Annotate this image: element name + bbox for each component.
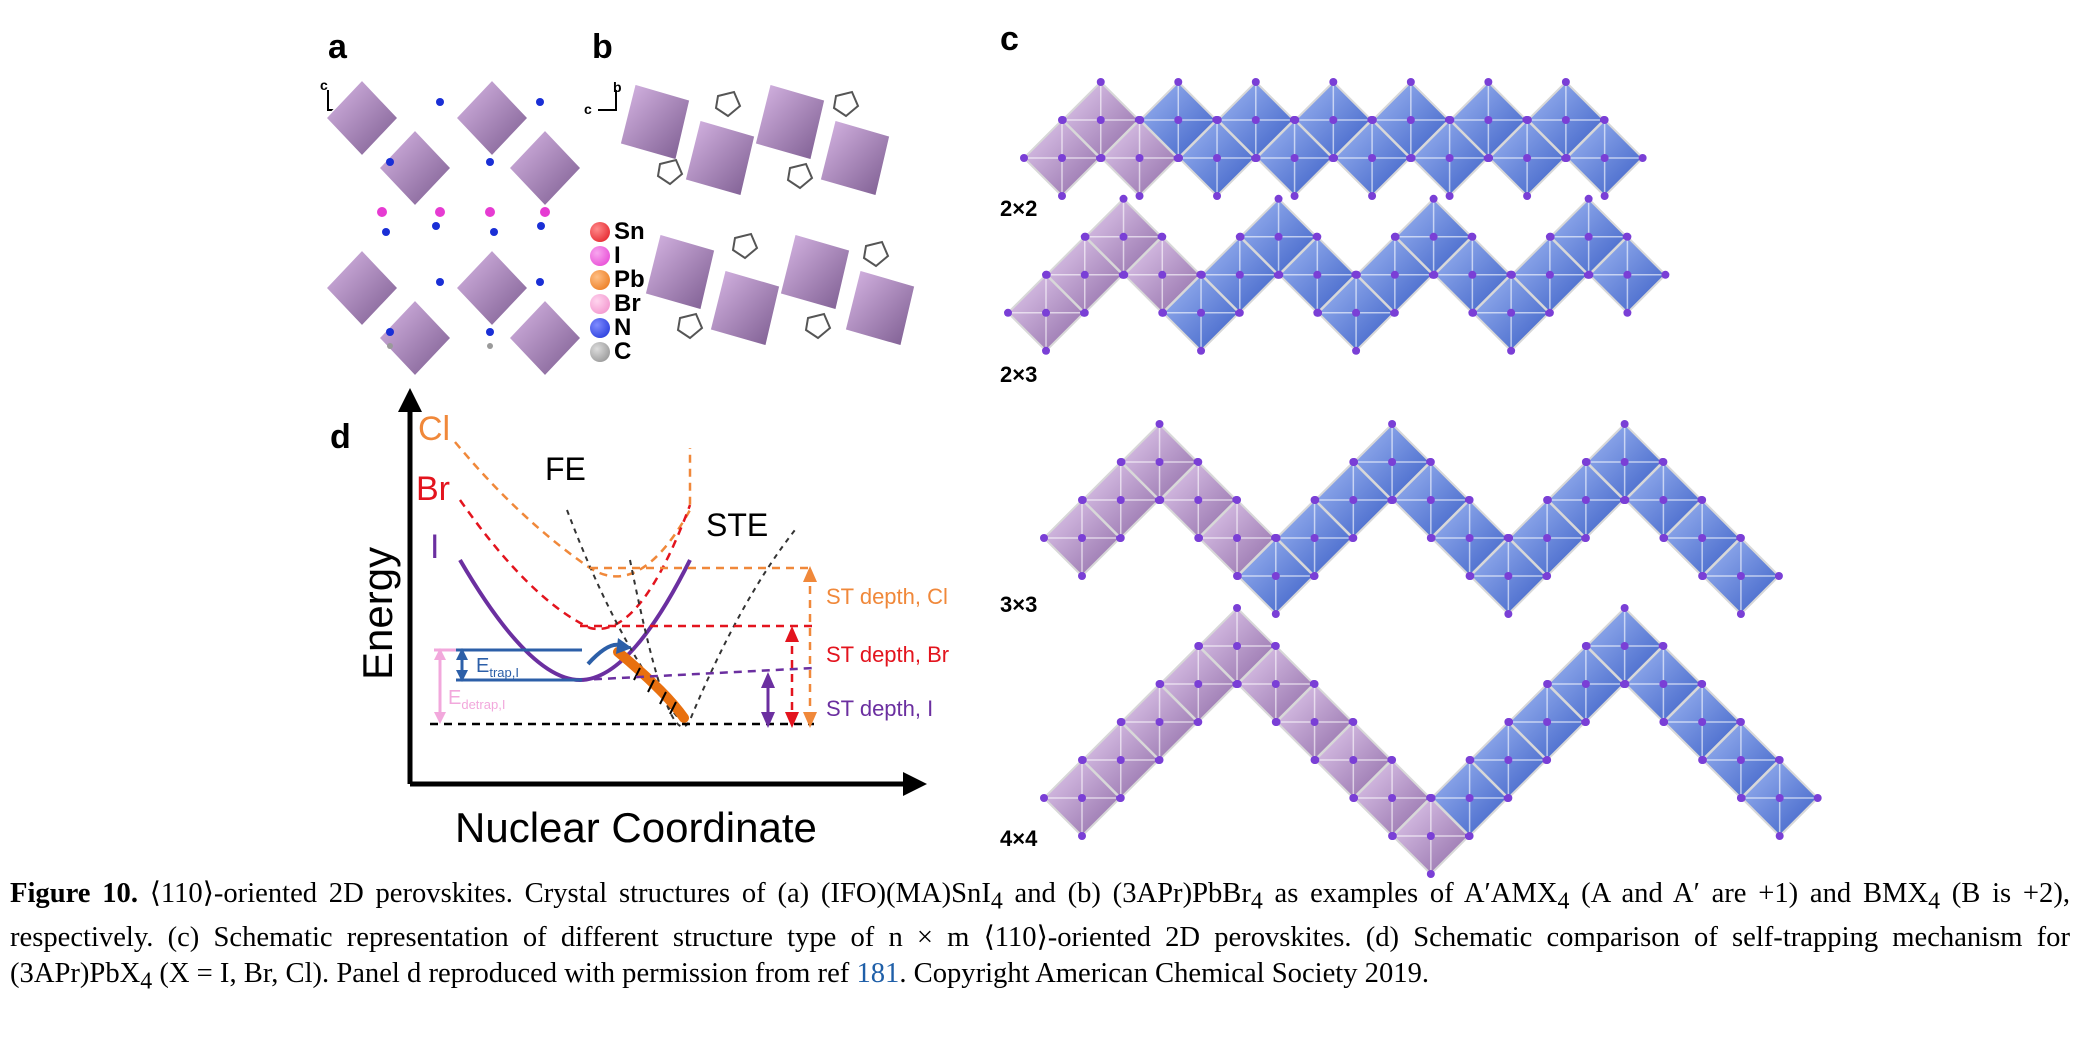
- energy-axes: [407, 410, 905, 787]
- legend-dot-pb: [590, 270, 610, 290]
- panel-a-octahedra: [324, 78, 583, 378]
- subscript: 4: [990, 888, 1003, 915]
- reference-link[interactable]: 181: [856, 957, 900, 989]
- depth-label-cl: ST depth, Cl: [826, 584, 948, 609]
- legend-label: Pb: [614, 266, 645, 293]
- caption-text: ⟨110⟩-oriented 2D perovskites. Crystal s…: [149, 878, 991, 909]
- depth-arrow-br: [785, 626, 799, 728]
- legend-label: I: [614, 242, 621, 269]
- ste-curve: [629, 529, 796, 728]
- panel-label-d: d: [330, 418, 351, 456]
- ste-label: STE: [706, 507, 768, 543]
- octahedron: [1562, 116, 1647, 200]
- br-curve: [458, 499, 692, 631]
- depth-arrow-i: [761, 672, 775, 728]
- fe-curve: [566, 509, 681, 721]
- element-legend: Sn I Pb Br N C: [590, 218, 645, 365]
- panel-label-c: c: [1000, 20, 1019, 58]
- legend-label: Br: [614, 290, 641, 317]
- caption-text: (B is +2), respectively. (c) Schematic r…: [10, 878, 2071, 989]
- legend-dot-sn: [590, 222, 610, 242]
- legend-label: C: [614, 338, 632, 365]
- legend-label: Sn: [614, 218, 645, 245]
- fe-label: FE: [545, 451, 586, 487]
- trapping-ticks: [633, 667, 677, 715]
- depth-label-i: ST depth, I: [826, 696, 933, 721]
- legend-dot-n: [590, 318, 610, 338]
- legend-item: N: [590, 314, 645, 341]
- y-axis-label: Energy: [354, 547, 401, 680]
- caption-text: as examples of A′AMX: [1262, 878, 1558, 909]
- legend-dot-i: [590, 246, 610, 266]
- octahedron: [1698, 534, 1783, 618]
- subscript: 4: [1557, 888, 1570, 915]
- panel-label-a: a: [328, 28, 347, 66]
- size-label-2x2: 2×2: [1000, 196, 1038, 221]
- legend-item: I: [590, 242, 645, 269]
- figure-caption: Figure 10. ⟨110⟩-oriented 2D perovskites…: [10, 876, 2070, 999]
- axes-b: [598, 90, 617, 111]
- edetrap-marker: [434, 648, 456, 724]
- curve-label-cl: Cl: [418, 410, 450, 448]
- legend-label: N: [614, 314, 632, 341]
- caption-text: . Copyright American Chemical Society 20…: [899, 957, 1430, 989]
- depth-label-br: ST depth, Br: [826, 642, 949, 667]
- axis-a-c: c: [320, 77, 328, 93]
- subscript: 4: [140, 968, 153, 995]
- legend-item: Pb: [590, 266, 645, 293]
- legend-dot-br: [590, 294, 610, 314]
- legend-item: C: [590, 338, 645, 365]
- caption-text: and (b) (3APr)PbBr: [1002, 878, 1251, 909]
- figure-label: Figure 10.: [10, 878, 138, 909]
- curve-label-i: I: [430, 528, 439, 566]
- panel-label-b: b: [592, 28, 613, 66]
- ref-line-i: [579, 666, 815, 682]
- panel-a-atoms: [377, 98, 550, 349]
- x-axis-arrowhead: [903, 772, 927, 796]
- size-label-2x3: 2×3: [1000, 362, 1038, 387]
- x-axis-label: Nuclear Coordinate: [455, 804, 817, 851]
- legend-item: Sn: [590, 218, 645, 245]
- y-axis-arrowhead: [398, 388, 422, 412]
- axis-b-c: c: [584, 101, 592, 117]
- panel-b-octahedra: [619, 83, 916, 347]
- octahedron: [1585, 232, 1670, 317]
- etrap-label: Etrap,I: [476, 655, 519, 680]
- etrap-marker: [456, 638, 632, 682]
- curve-label-br: Br: [416, 470, 450, 508]
- depth-arrow-cl: [803, 566, 817, 728]
- size-label-3x3: 3×3: [1000, 592, 1038, 617]
- size-label-4x4: 4×4: [1000, 826, 1038, 851]
- caption-text: (A and A′ are +1) and BMX: [1569, 878, 1929, 909]
- i-curve: [458, 558, 692, 683]
- octahedron: [1737, 756, 1822, 840]
- legend-item: Br: [590, 290, 645, 317]
- trapping-path: [613, 647, 689, 723]
- panel-b-molecules: [656, 90, 890, 340]
- legend-dot-c: [590, 342, 610, 362]
- subscript: 4: [1250, 888, 1263, 915]
- axis-b-b: b: [613, 79, 622, 95]
- edetrap-label: Edetrap,I: [448, 687, 505, 712]
- subscript: 4: [1928, 888, 1941, 915]
- caption-text: (X = I, Br, Cl). Panel d reproduced with…: [152, 957, 857, 989]
